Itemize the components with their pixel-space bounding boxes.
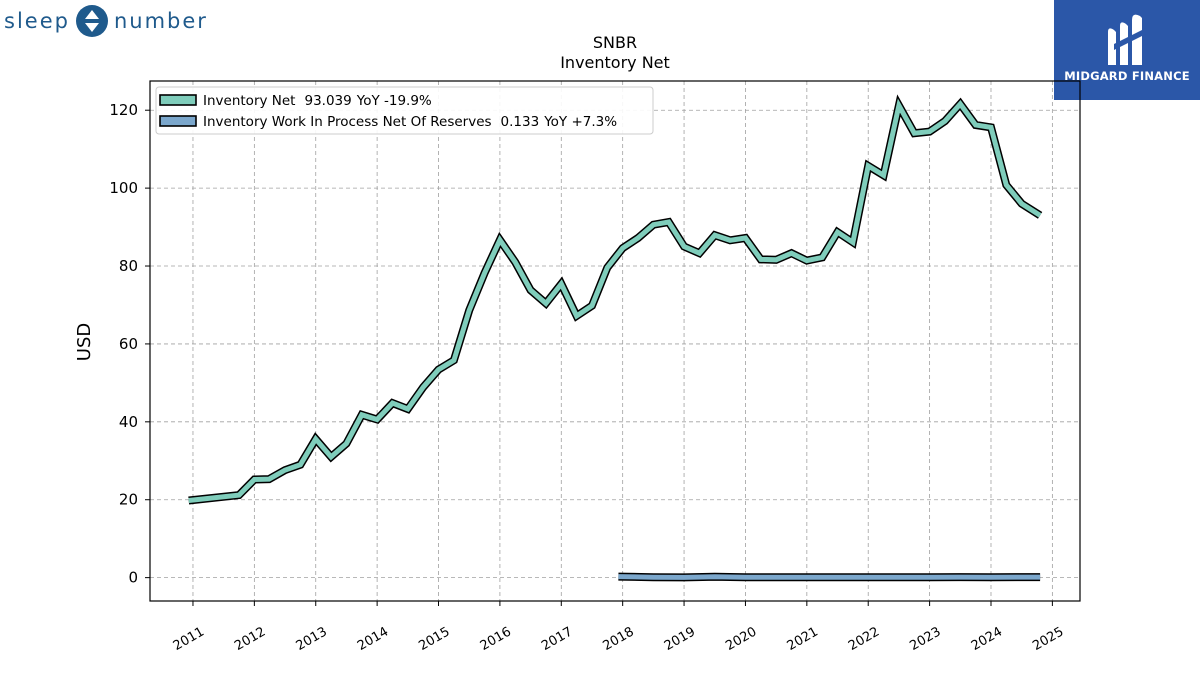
y-tick-label: 100 [109,179,138,197]
x-tick-label: 2013 [294,624,330,654]
x-tick-label: 2024 [969,624,1005,654]
y-tick-label: 60 [119,335,138,353]
x-tick-label: 2014 [355,624,391,654]
midgard-m-logo-icon [1108,14,1146,66]
grid-lines [150,81,1080,601]
midgard-finance-watermark: MIDGARD FINANCE [1054,0,1200,100]
x-tick-label: 2020 [723,624,759,654]
x-tick-label: 2018 [601,624,637,654]
y-axis-label: USD [74,323,95,361]
legend-series-yoy: YoY -19.9% [356,93,432,109]
x-tick-label: 2017 [539,624,575,654]
sleep-number-logo: sleep number [4,4,208,38]
x-tick-label: 2015 [416,624,452,654]
y-tick-label: 40 [119,413,138,431]
x-tick-label: 2023 [907,624,943,654]
x-tick-label: 2011 [171,624,207,654]
x-tick-label: 2012 [232,624,268,654]
legend-series-value: 0.133 [501,114,540,130]
y-tick-label: 0 [128,569,138,587]
brand-left-word: sleep [4,9,70,33]
midgard-finance-name: MIDGARD FINANCE [1064,69,1190,83]
y-tick-label: 80 [119,257,138,275]
legend-box [155,86,654,135]
series-line-inventory-work-in-process-net-of-reserves [618,574,1041,580]
sleep-number-logo-icon [75,5,108,37]
x-axis-ticks: 2011 2012 2013 2014 2015 2016 2017 2018 2019 2020… [171,601,1066,654]
chart-title: SNBR [593,33,637,52]
series-line-inventory-net [188,98,1042,503]
y-tick-label: 20 [119,491,138,509]
x-tick-label: 2021 [785,624,821,654]
brand-right-word: number [113,9,208,33]
legend: Inventory Net 93.039 YoY -19.9% Inventory … [155,86,654,135]
x-tick-label: 2022 [846,624,882,654]
legend-swatch-inventory-wip [159,115,197,127]
legend-series-name: Inventory Work In Process Net Of Reserve… [203,114,492,130]
plot-frame [149,80,1081,602]
legend-series-name: Inventory Net [203,93,295,109]
legend-series-value: 93.039 [304,93,351,109]
x-tick-label: 2025 [1030,624,1066,654]
x-tick-label: 2019 [662,624,698,654]
y-axis-ticks: 0 20 40 60 80 100 120 [109,101,150,587]
legend-entry-inventory-wip: Inventory Work In Process Net Of Reserve… [203,114,617,130]
series-lines [188,94,1043,582]
legend-entry-inventory-net: Inventory Net 93.039 YoY -19.9% [203,93,432,109]
chart-subtitle: Inventory Net [560,53,670,72]
x-tick-label: 2016 [478,624,514,654]
legend-series-yoy: YoY +7.3% [543,114,617,130]
legend-swatch-inventory-net [159,94,197,106]
y-tick-label: 120 [109,101,138,119]
